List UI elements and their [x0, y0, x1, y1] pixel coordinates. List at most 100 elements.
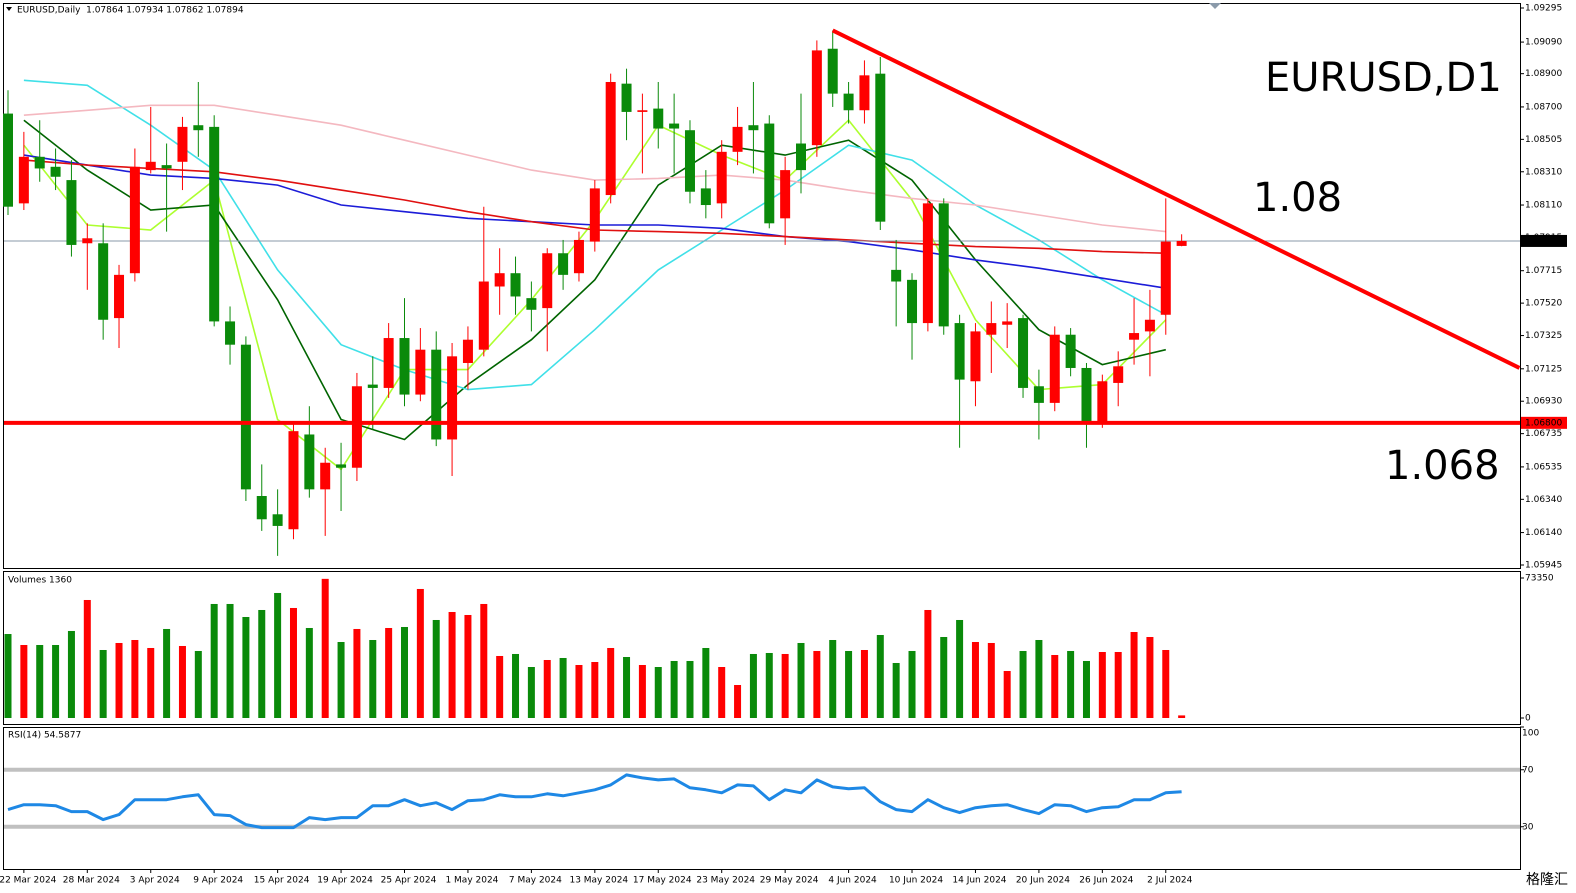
volume-bar — [131, 639, 139, 718]
candle-body — [129, 166, 140, 274]
volume-bar — [591, 662, 599, 718]
candle-body — [415, 349, 426, 395]
volume-bar — [908, 650, 916, 718]
candle-body — [240, 344, 251, 490]
y-tick-label: 1.07125 — [1525, 364, 1562, 374]
x-tick-label: 13 May 2024 — [569, 876, 628, 886]
x-tick-label: 3 Apr 2024 — [130, 876, 180, 886]
volume-bar — [765, 652, 773, 718]
candle-body — [1002, 321, 1013, 325]
volume-bar — [1082, 660, 1090, 718]
watermark: 格隆汇 — [1526, 872, 1568, 888]
volume-bar — [512, 653, 520, 718]
volume-bar — [718, 667, 726, 718]
candle-body — [653, 108, 664, 129]
x-tick-label: 23 May 2024 — [696, 876, 755, 886]
x-tick-label: 15 Apr 2024 — [254, 876, 310, 886]
x-tick-label: 14 Jun 2024 — [952, 876, 1006, 886]
volume-bar — [940, 636, 948, 718]
candle-body — [462, 339, 473, 363]
candle-body — [399, 338, 410, 395]
x-tick-label: 7 May 2024 — [509, 876, 562, 886]
volume-bar — [575, 664, 583, 718]
volume-bar — [1098, 651, 1106, 718]
volume-bar — [385, 627, 393, 718]
candle-body — [526, 298, 537, 310]
candle-body — [922, 203, 933, 324]
volume-bar — [956, 619, 964, 718]
candle-body — [796, 143, 806, 171]
candle-body — [684, 130, 695, 192]
volume-bar — [670, 660, 678, 718]
volume-bar — [845, 650, 853, 718]
volume-bar — [623, 656, 631, 718]
volume-bar — [686, 660, 694, 718]
candle-body — [1176, 240, 1187, 246]
volume-bar — [210, 603, 218, 718]
candle-body — [82, 238, 93, 244]
candle-body — [1065, 334, 1076, 368]
candle-body — [637, 110, 648, 112]
y-tick-label: 1.06140 — [1525, 528, 1562, 538]
candle-body — [970, 331, 981, 382]
volume-bar — [99, 649, 107, 718]
level-label: 1.06800 — [1525, 418, 1562, 428]
x-tick-label: 4 Jun 2024 — [828, 876, 877, 886]
candle-body — [986, 323, 997, 335]
volume-bar — [353, 628, 361, 718]
y-tick-label: 1.06535 — [1525, 462, 1562, 472]
x-tick-label: 25 Apr 2024 — [381, 876, 437, 886]
candle-body — [447, 356, 458, 440]
volume-bar — [1019, 650, 1027, 718]
candle-body — [859, 75, 870, 111]
candle-body — [256, 495, 267, 520]
volume-bar — [654, 667, 662, 718]
candle-body — [1160, 241, 1171, 315]
volume-bar — [464, 614, 472, 718]
x-tick-label: 17 May 2024 — [633, 876, 692, 886]
x-tick-label: 2 Jul 2024 — [1147, 876, 1192, 886]
y-tick-label: 1.06340 — [1525, 495, 1562, 505]
candle-body — [748, 125, 759, 131]
volume-bar — [971, 641, 979, 718]
volume-bar — [813, 650, 821, 718]
volume-bar — [797, 642, 805, 718]
candle-body — [907, 279, 918, 324]
y-tick-label: 100 — [1522, 729, 1539, 739]
candle-body — [542, 253, 553, 309]
candle-body — [1129, 333, 1140, 340]
volume-bar — [258, 609, 266, 718]
y-tick-label: 1.08700 — [1525, 102, 1562, 112]
volume-panel — [3, 571, 1521, 725]
y-tick-label: 1.07520 — [1525, 299, 1562, 309]
candle-body — [145, 161, 156, 171]
candle-body — [66, 180, 77, 245]
candle-body — [732, 126, 743, 152]
candle-body — [700, 188, 711, 206]
candle-body — [1033, 386, 1044, 403]
volume-bar — [1114, 651, 1122, 718]
volume-bar — [20, 644, 28, 718]
x-tick-label: 9 Apr 2024 — [193, 876, 243, 886]
candle-body — [1144, 319, 1155, 332]
y-tick-label: 1.09090 — [1525, 38, 1562, 48]
candle-body — [494, 273, 505, 287]
volume-bar — [36, 644, 44, 718]
y-tick-label: 1.08505 — [1525, 135, 1562, 145]
candle-body — [827, 48, 838, 94]
volume-bar — [416, 588, 424, 718]
volume-bar — [1035, 639, 1043, 718]
volume-bar — [401, 626, 408, 718]
volume-bar — [543, 659, 551, 718]
x-tick-label: 26 Jun 2024 — [1079, 876, 1133, 886]
candle-body — [621, 83, 632, 112]
candle-body — [891, 269, 902, 282]
volume-bar — [274, 592, 282, 718]
candle-body — [114, 274, 125, 319]
candle-body — [225, 321, 236, 345]
candle-body — [938, 203, 949, 327]
volume-bar — [147, 647, 155, 718]
candle-body — [367, 384, 378, 388]
volume-bar — [1067, 650, 1075, 718]
